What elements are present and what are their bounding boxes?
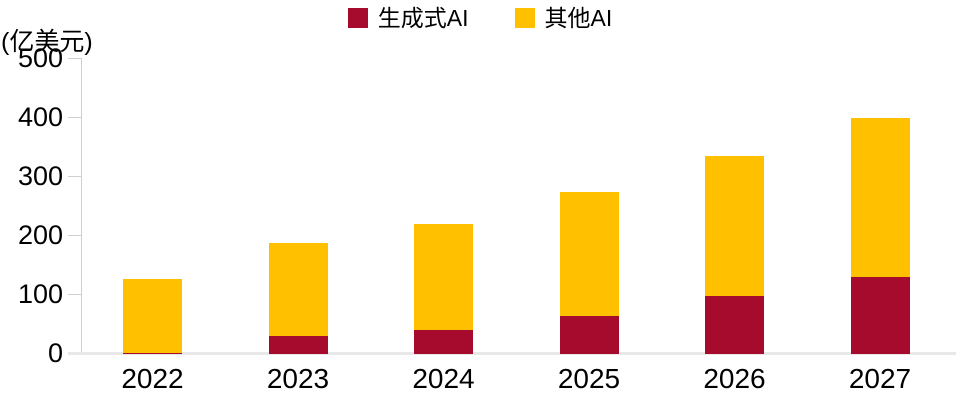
bar-segment-other-ai-2024 xyxy=(414,224,473,331)
bar-segment-genai-2023 xyxy=(268,336,328,354)
legend-item-other-ai: 其他AI xyxy=(514,5,613,31)
y-axis-tick xyxy=(68,235,81,236)
legend-swatch-icon xyxy=(514,8,535,28)
bar-segment-other-ai-2022 xyxy=(123,279,182,353)
y-axis-tick-label: 200 xyxy=(17,220,63,250)
x-axis-label-2025: 2025 xyxy=(557,363,621,394)
x-axis-label-2024: 2024 xyxy=(412,363,475,394)
y-axis-tick xyxy=(68,294,81,295)
y-axis-unit-label: (亿美元) xyxy=(1,28,93,56)
bar-segment-other-ai-2026 xyxy=(705,156,764,297)
y-axis-tick-label: 300 xyxy=(17,161,63,191)
legend-label: 其他AI xyxy=(544,5,613,31)
x-axis-label-2022: 2022 xyxy=(121,363,184,394)
x-axis-label-2026: 2026 xyxy=(703,363,766,394)
x-axis-label-2023: 2023 xyxy=(266,363,330,394)
legend-label: 生成式AI xyxy=(377,5,469,31)
bar-segment-other-ai-2027 xyxy=(850,118,910,278)
y-axis-line xyxy=(81,58,82,353)
bar-segment-genai-2025 xyxy=(559,315,619,354)
x-axis-line xyxy=(68,352,956,355)
x-axis-label-2027: 2027 xyxy=(848,363,912,394)
bar-segment-genai-2024 xyxy=(414,330,473,354)
bar-segment-other-ai-2025 xyxy=(559,191,619,316)
y-axis-tick-label: 400 xyxy=(17,102,63,132)
y-axis-tick xyxy=(68,117,81,118)
bar-segment-other-ai-2023 xyxy=(268,243,328,337)
chart-legend: 生成式AI 其他AI xyxy=(0,6,960,30)
y-axis-tick xyxy=(68,176,81,177)
bar-segment-genai-2026 xyxy=(705,296,764,354)
y-axis-tick-label: 0 xyxy=(47,338,63,368)
y-axis-tick xyxy=(68,58,81,59)
legend-item-genai: 生成式AI xyxy=(347,5,469,31)
bar-segment-genai-2022 xyxy=(123,352,182,354)
y-axis-tick-label: 500 xyxy=(17,43,63,73)
legend-swatch-icon xyxy=(347,8,368,28)
y-axis-tick-label: 100 xyxy=(17,279,63,309)
bar-segment-genai-2027 xyxy=(850,277,910,354)
